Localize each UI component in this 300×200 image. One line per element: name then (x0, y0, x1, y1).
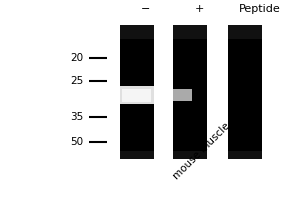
Text: +: + (194, 4, 204, 14)
Text: 25: 25 (70, 76, 83, 86)
Bar (173, 151, 207, 159)
Text: 50: 50 (70, 137, 83, 147)
Bar (228, 25, 262, 159)
Bar (173, 89, 192, 101)
Bar (119, 151, 154, 159)
Text: 35: 35 (70, 112, 83, 122)
Text: −: − (141, 4, 150, 14)
Bar (228, 151, 262, 159)
Text: 20: 20 (70, 53, 83, 63)
Bar (228, 25, 262, 39)
Bar (119, 86, 154, 104)
Bar (122, 89, 151, 102)
Bar (119, 25, 154, 39)
Bar (173, 25, 207, 39)
Bar (173, 25, 207, 159)
Bar (119, 25, 154, 159)
Bar (111, 25, 278, 159)
Text: mouse muscle: mouse muscle (171, 121, 232, 182)
Text: Peptide: Peptide (239, 4, 281, 14)
